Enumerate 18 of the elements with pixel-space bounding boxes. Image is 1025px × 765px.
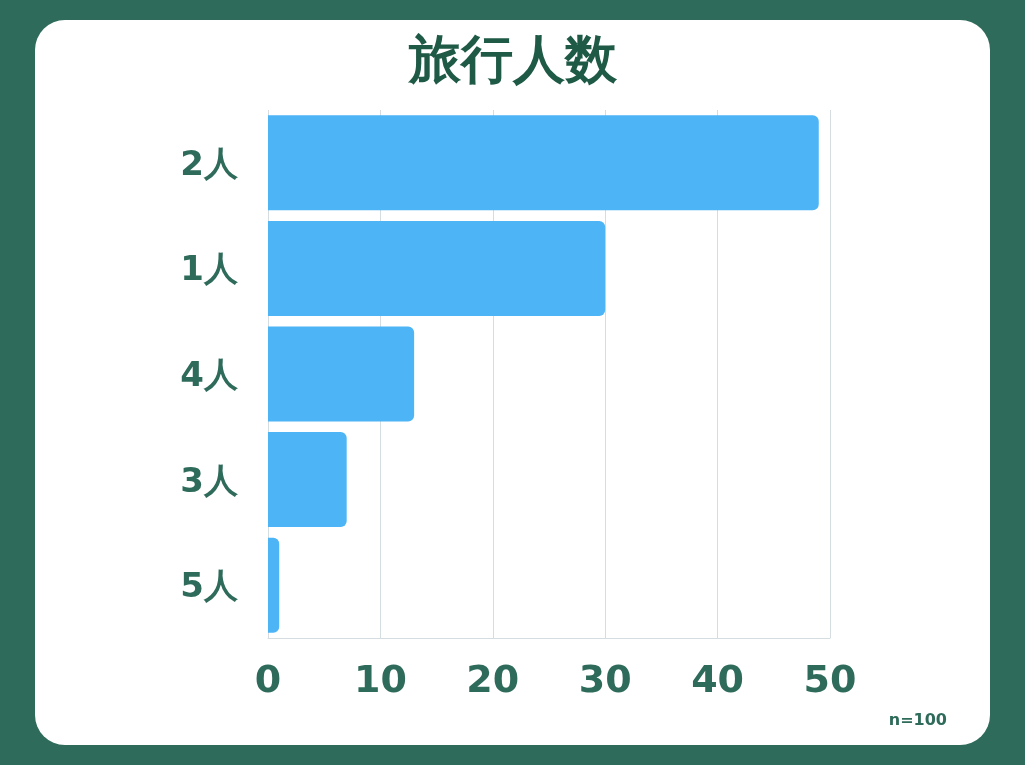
y-tick-label: 1人	[180, 248, 239, 289]
y-tick-label: 3人	[180, 459, 239, 500]
x-tick-label: 40	[691, 657, 745, 701]
bar	[268, 537, 280, 633]
x-tick-label: 50	[803, 657, 857, 701]
chart-title: 旅行人数	[406, 29, 618, 89]
bar	[268, 432, 347, 528]
bar	[268, 326, 415, 422]
y-tick-label: 2人	[180, 142, 239, 183]
bar	[268, 220, 606, 316]
bar	[268, 115, 819, 211]
text: n=100	[888, 709, 948, 729]
y-tick-label: 4人	[180, 354, 239, 394]
x-tick-label: 30	[578, 657, 632, 701]
x-tick-label: 20	[466, 657, 520, 701]
x-tick-label: 10	[353, 657, 407, 701]
y-tick-label: 5人	[180, 565, 239, 606]
x-tick-label: 0	[254, 657, 282, 701]
